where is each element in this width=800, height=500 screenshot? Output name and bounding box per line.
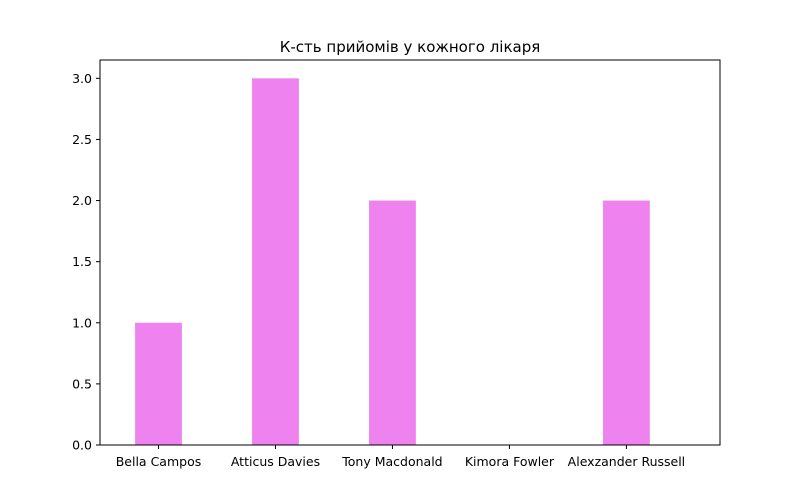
y-tick-label: 1.5 bbox=[72, 254, 92, 269]
x-tick-label: Alexzander Russell bbox=[568, 454, 685, 469]
y-tick-label: 2.0 bbox=[72, 193, 92, 208]
bar-atticus-davies bbox=[252, 78, 299, 445]
y-tick-label: 0.0 bbox=[72, 438, 92, 453]
x-tick-label: Kimora Fowler bbox=[465, 454, 555, 469]
y-tick-label: 3.0 bbox=[72, 71, 92, 86]
y-tick-label: 1.0 bbox=[72, 315, 92, 330]
bars-layer bbox=[135, 78, 650, 445]
chart-title: К-сть прийомів у кожного лікаря bbox=[280, 38, 541, 56]
plot-frame bbox=[99, 59, 721, 446]
axes-layer bbox=[99, 59, 721, 446]
x-tick-label: Bella Campos bbox=[116, 454, 202, 469]
bar-tony-macdonald bbox=[369, 200, 416, 445]
y-tick-label: 0.5 bbox=[72, 376, 92, 391]
x-tick-label: Tony Macdonald bbox=[341, 454, 442, 469]
y-tick-label: 2.5 bbox=[72, 132, 92, 147]
x-tick-label: Atticus Davies bbox=[231, 454, 320, 469]
bar-alexzander-russell bbox=[603, 200, 650, 445]
bar-bella-campos bbox=[135, 322, 182, 445]
ticks-layer: 0.0 0.5 1.0 1.5 2.0 2.5 3.0 Bella Campos Atticus… bbox=[72, 71, 685, 469]
